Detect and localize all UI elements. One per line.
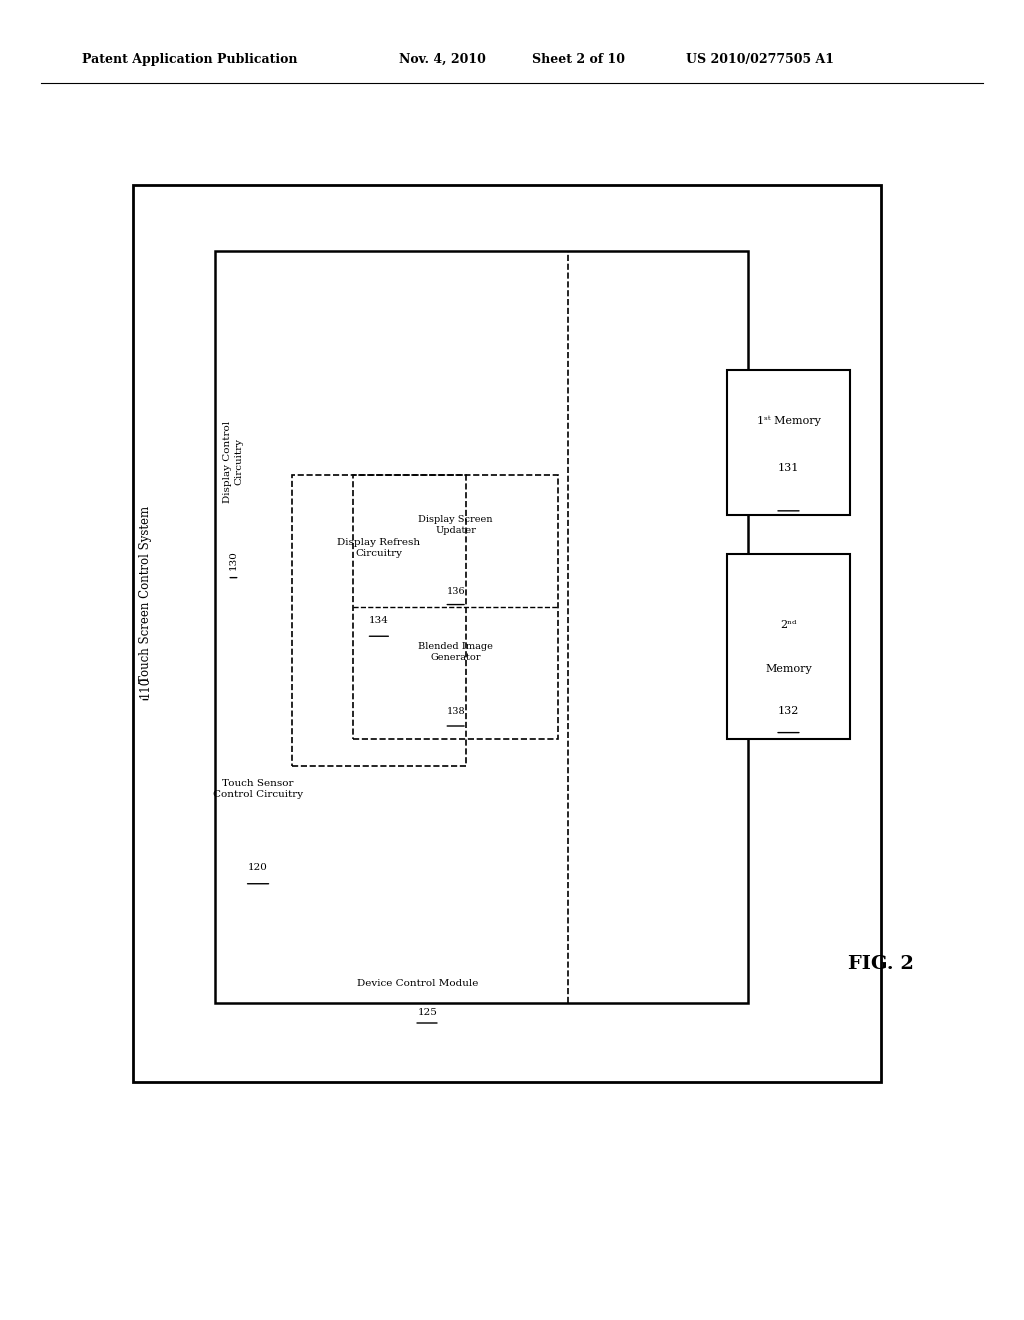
Bar (292, 475, 466, 766)
Text: Touch Screen Control System: Touch Screen Control System (139, 506, 152, 682)
Text: 125: 125 (418, 1008, 437, 1016)
Bar (133, 185, 881, 1082)
Text: 130: 130 (229, 550, 238, 570)
Text: Patent Application Publication: Patent Application Publication (82, 53, 297, 66)
Text: Display Screen
Updater: Display Screen Updater (419, 515, 493, 536)
Text: Sheet 2 of 10: Sheet 2 of 10 (532, 53, 626, 66)
Text: 2ⁿᵈ: 2ⁿᵈ (780, 619, 797, 630)
Text: Memory: Memory (765, 664, 812, 675)
Text: 1ˢᵗ Memory: 1ˢᵗ Memory (757, 416, 820, 425)
Text: US 2010/0277505 A1: US 2010/0277505 A1 (686, 53, 835, 66)
Text: Device Control Module: Device Control Module (356, 979, 478, 987)
Bar (727, 370, 850, 515)
Text: FIG. 2: FIG. 2 (848, 954, 913, 973)
Text: 134: 134 (369, 616, 389, 624)
Text: Blended Image
Generator: Blended Image Generator (418, 642, 494, 663)
Bar (727, 554, 850, 739)
Text: 110: 110 (139, 676, 152, 697)
Text: Touch Sensor
Control Circuitry: Touch Sensor Control Circuitry (213, 779, 303, 799)
Text: 131: 131 (778, 463, 799, 474)
Text: 120: 120 (248, 863, 268, 873)
Bar (215, 251, 748, 1003)
Bar (353, 475, 558, 739)
Text: Nov. 4, 2010: Nov. 4, 2010 (399, 53, 486, 66)
Text: 138: 138 (446, 708, 465, 715)
Text: 136: 136 (446, 587, 465, 595)
Text: 132: 132 (778, 706, 799, 717)
Text: Display Refresh
Circuitry: Display Refresh Circuitry (337, 537, 421, 558)
Text: Display Control
Circuitry: Display Control Circuitry (223, 420, 244, 503)
